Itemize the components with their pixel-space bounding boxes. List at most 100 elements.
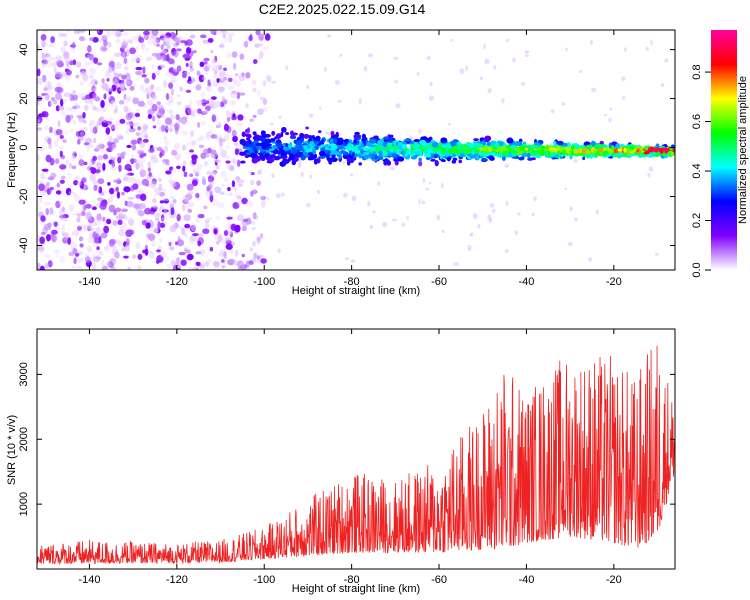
heatmap-cell [202,109,209,115]
heatmap-cell [78,36,85,42]
heatmap-cell [187,76,192,84]
heatmap-cell [111,245,117,249]
heatmap-cell [88,75,94,79]
heatmap-cell [316,189,320,195]
heatmap-cell [156,254,164,263]
heatmap-cell [565,47,568,52]
heatmap-cell [76,225,83,231]
heatmap-cell [331,145,337,151]
heatmap-cell [505,38,510,43]
heatmap-cell [45,234,51,242]
heatmap-cell [493,65,497,70]
heatmap-cell [337,143,345,150]
heatmap-cell [94,219,101,227]
heatmap-cell [206,258,213,264]
heatmap-cell [98,142,103,149]
heatmap-cell [151,239,156,248]
heatmap-cell [106,120,113,125]
heatmap-cell [98,39,102,43]
heatmap-cell [56,82,62,87]
heatmap-cell [271,131,276,136]
heatmap-cell [210,180,214,188]
heatmap-cell [648,166,654,172]
heatmap-cell [186,183,194,191]
heatmap-cell [213,32,217,36]
heatmap-cell [85,52,91,58]
heatmap-cell [264,138,272,144]
heatmap-cell [582,156,586,160]
heatmap-cell [604,114,608,117]
heatmap-cell [135,45,140,52]
heatmap-cell [623,47,627,52]
heatmap-cell [590,140,596,147]
heatmap-cell [590,153,595,158]
heatmap-cell [130,179,138,185]
heatmap-cell [106,78,110,82]
heatmap-cell [169,75,177,83]
heatmap-cell [103,39,108,47]
heatmap-cell [53,235,58,241]
heatmap-cell [117,240,124,247]
heatmap-cell [189,67,195,72]
heatmap-cell [78,159,85,167]
heatmap-cell [127,39,134,44]
heatmap-cell [114,62,122,70]
colorbar-tick-label: 0.6 [691,114,703,129]
heatmap-cell [142,87,149,94]
heatmap-cell [64,130,69,136]
heatmap-cell [231,116,237,121]
heatmap-cell [96,30,100,33]
heatmap-cell [49,207,54,215]
heatmap-cell [176,213,181,222]
heatmap-cell [416,72,420,77]
heatmap-cell [163,221,168,225]
heatmap-cell [53,99,58,105]
heatmap-cell [126,172,135,176]
heatmap-cell [397,156,405,162]
heatmap-cell [460,144,464,150]
heatmap-cell [636,149,640,153]
heatmap-cell [267,157,275,163]
heatmap-cell [518,156,525,161]
heatmap-cell [669,147,673,151]
heatmap-cell [55,137,61,142]
heatmap-cell [183,233,188,238]
heatmap-cell [135,54,143,62]
heatmap-cell [308,135,312,139]
heatmap-cell [59,134,64,139]
heatmap-cell [79,80,84,86]
heatmap-cell [505,200,509,207]
heatmap-cell [617,148,623,152]
heatmap-cell [236,260,244,268]
snr-line [37,345,675,565]
heatmap-cell [120,79,125,84]
heatmap-cell [393,56,399,60]
heatmap-cell [587,144,593,149]
heatmap-cell [211,58,217,64]
heatmap-cell [367,200,371,207]
heatmap-cell [236,195,242,200]
heatmap-cell [191,76,195,82]
heatmap-cell [79,181,85,189]
heatmap-cell [55,92,62,101]
heatmap-cell [154,227,158,234]
heatmap-cell [555,145,561,152]
heatmap-cell [105,30,113,38]
heatmap-cell [118,164,122,173]
heatmap-cell [218,44,225,48]
heatmap-cell [260,258,267,264]
heatmap-cell [515,155,519,160]
heatmap-cell [210,96,217,100]
heatmap-cell [166,109,171,114]
heatmap-cell [484,58,490,65]
heatmap-cell [364,137,368,141]
heatmap-cell [218,137,223,144]
heatmap-cell [263,133,271,138]
snr-y-axis-label: SNR (10 * v/v) [6,415,18,485]
heatmap-cell [93,57,99,64]
heatmap-cell [258,135,263,139]
heatmap-cell [125,237,130,246]
heatmap-cell [156,101,161,106]
heatmap-cell [156,70,160,76]
heatmap-cell [49,186,54,191]
